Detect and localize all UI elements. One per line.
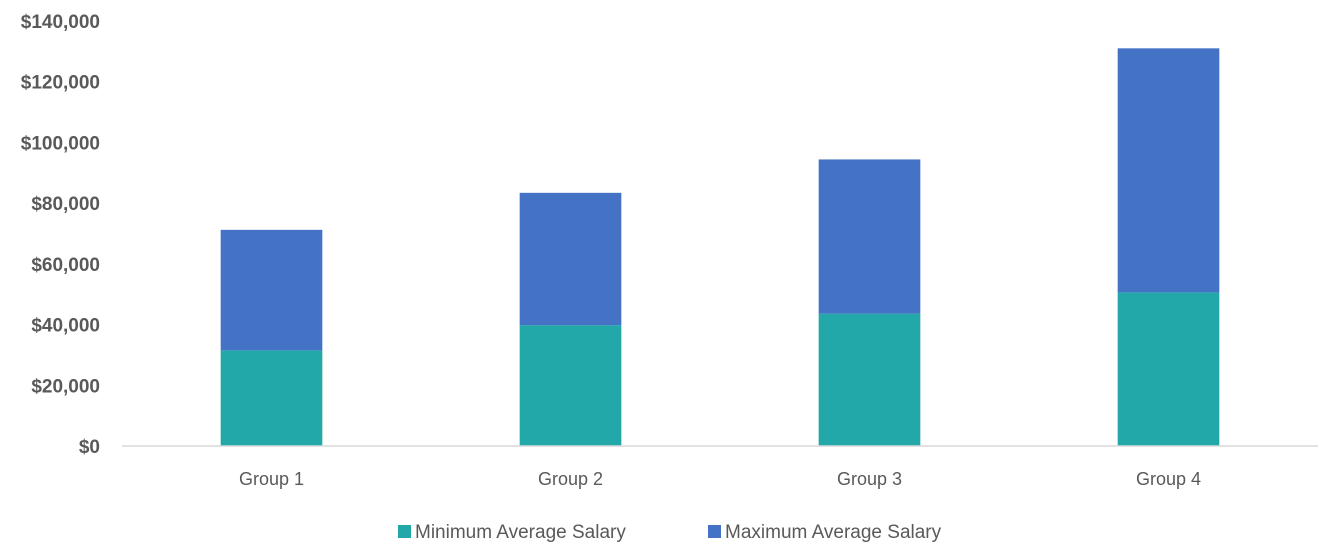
bar-minimum-group-2 [519,325,622,446]
bar-maximum-group-3 [818,159,921,314]
bar-maximum-group-2 [519,192,622,326]
legend-swatch-maximum [708,525,721,538]
bar-minimum-group-3 [818,313,921,446]
bar-minimum-group-1 [220,350,323,446]
legend: Minimum Average Salary Maximum Average Sa… [398,522,942,543]
bar-maximum-group-1 [220,229,323,351]
legend-label-minimum: Minimum Average Salary [415,522,626,543]
y-axis: $0 $20,000 $40,000 $60,000 $80,000 $100,000 $1… [21,12,100,458]
y-tick-label: $100,000 [21,133,100,154]
legend-swatch-minimum [398,525,411,538]
y-tick-label: $40,000 [31,316,100,337]
x-tick-label: Group 2 [538,469,603,489]
y-tick-label: $120,000 [21,73,100,94]
x-tick-label: Group 4 [1136,469,1201,489]
y-tick-label: $80,000 [31,194,100,215]
y-tick-label: $140,000 [21,12,100,33]
x-tick-label: Group 1 [239,469,304,489]
y-tick-label: $20,000 [31,376,100,397]
bars [220,48,1220,446]
bar-maximum-group-4 [1117,48,1220,293]
x-axis: Group 1 Group 2 Group 3 Group 4 [239,469,1201,489]
bar-minimum-group-4 [1117,292,1220,446]
x-tick-label: Group 3 [837,469,902,489]
legend-label-maximum: Maximum Average Salary [725,522,942,543]
y-tick-label: $0 [79,437,100,458]
y-tick-label: $60,000 [31,255,100,276]
